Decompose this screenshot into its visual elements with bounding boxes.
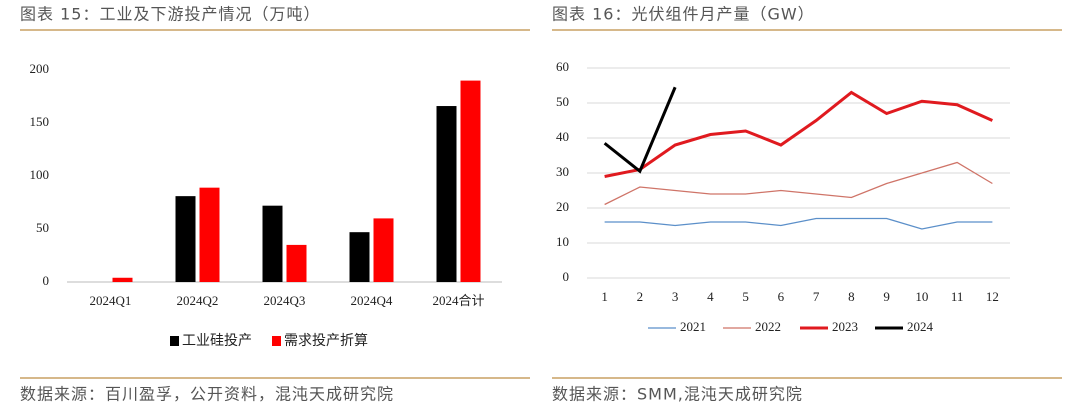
x-tick-label: 4 (707, 289, 714, 304)
y-tick-label: 150 (30, 114, 50, 129)
source: 数据来源：百川盈孚，公开资料，混沌天成研究院 (20, 385, 394, 404)
chart-title: 图表 16：光伏组件月产量（GW） (552, 5, 815, 24)
bar (349, 232, 370, 282)
y-tick-label: 30 (556, 164, 569, 179)
legend-label: 需求投产折算 (284, 333, 368, 349)
x-tick-label: 2024Q4 (351, 293, 393, 308)
x-tick-label: 9 (883, 289, 890, 304)
bar (460, 80, 481, 282)
y-tick-label: 0 (43, 273, 50, 288)
y-tick-label: 50 (36, 220, 49, 235)
source: 数据来源：SMM,混沌天成研究院 (552, 385, 803, 404)
bar (112, 277, 133, 282)
legend-label: 2024 (907, 319, 934, 334)
bar (175, 196, 196, 282)
y-tick-label: 200 (30, 61, 50, 76)
x-tick-label: 7 (813, 289, 820, 304)
bar (436, 106, 457, 282)
legend-swatch (272, 336, 281, 346)
x-tick-label: 8 (848, 289, 855, 304)
bar (199, 187, 220, 282)
legend-label: 2023 (832, 319, 858, 334)
x-tick-label: 3 (672, 289, 679, 304)
x-tick-label: 12 (986, 289, 999, 304)
chart-title: 图表 15：工业及下游投产情况（万吨） (20, 5, 320, 24)
x-tick-label: 2 (637, 289, 644, 304)
y-tick-label: 60 (556, 59, 569, 74)
x-tick-label: 1 (601, 289, 608, 304)
legend-label: 2021 (680, 319, 706, 334)
bar (373, 218, 394, 282)
y-tick-label: 20 (556, 199, 569, 214)
bar (286, 244, 307, 282)
bar (262, 205, 283, 282)
line (604, 161, 993, 206)
x-tick-label: 2024Q1 (90, 293, 132, 308)
x-tick-label: 2024合计 (432, 293, 484, 308)
line (604, 217, 993, 230)
y-tick-label: 50 (556, 94, 569, 109)
x-tick-label: 2024Q2 (177, 293, 219, 308)
line (604, 90, 993, 178)
x-tick-label: 5 (742, 289, 749, 304)
y-tick-label: 100 (30, 167, 50, 182)
y-tick-label: 40 (556, 129, 569, 144)
x-tick-label: 11 (951, 289, 964, 304)
line (603, 86, 677, 174)
y-tick-label: 0 (563, 269, 570, 284)
x-tick-label: 10 (915, 289, 928, 304)
x-tick-label: 2024Q3 (264, 293, 306, 308)
legend-label: 工业硅投产 (182, 333, 252, 349)
legend-label: 2022 (755, 319, 781, 334)
x-tick-label: 6 (778, 289, 785, 304)
y-tick-label: 10 (556, 234, 569, 249)
legend-swatch (170, 336, 179, 346)
